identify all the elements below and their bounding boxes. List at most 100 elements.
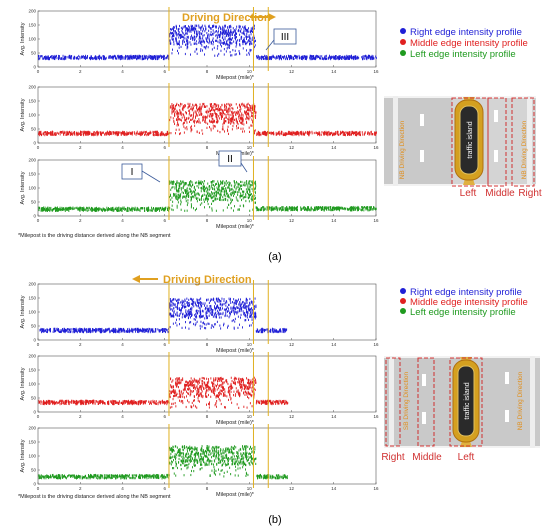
data-point: [363, 209, 365, 212]
data-point: [236, 32, 237, 35]
data-point: [373, 207, 375, 210]
data-point: [255, 180, 256, 183]
data-point: [202, 302, 204, 305]
data-point: [194, 124, 196, 127]
data-point: [245, 35, 247, 38]
data-point: [155, 133, 157, 136]
data-point: [121, 328, 123, 331]
data-point: [196, 120, 198, 123]
data-point: [254, 314, 256, 317]
data-point: [185, 182, 187, 185]
data-point: [222, 198, 224, 202]
data-point: [173, 180, 174, 183]
data-point: [228, 104, 230, 107]
data-point: [155, 330, 156, 333]
data-point: [224, 24, 226, 27]
data-point: [247, 30, 249, 33]
data-point: [232, 118, 234, 121]
data-point: [207, 111, 209, 114]
data-point: [330, 206, 331, 209]
data-point: [136, 57, 137, 60]
data-point: [136, 206, 138, 210]
data-point: [151, 57, 153, 61]
data-point: [176, 102, 178, 105]
data-point: [57, 207, 59, 211]
data-point: [181, 31, 183, 34]
data-point: [183, 184, 185, 187]
data-point: [217, 300, 219, 303]
data-point: [277, 132, 278, 135]
data-point: [182, 39, 184, 42]
data-point: [72, 133, 74, 136]
data-point: [136, 130, 138, 133]
data-point: [58, 54, 59, 58]
data-point: [160, 206, 162, 210]
data-point: [42, 209, 43, 212]
data-point: [167, 206, 169, 209]
data-point: [71, 131, 73, 134]
data-point: [198, 113, 200, 116]
data-point: [80, 130, 82, 133]
data-point: [190, 114, 192, 117]
data-point: [214, 54, 216, 57]
data-point: [217, 40, 219, 43]
data-point: [113, 131, 115, 134]
data-point: [193, 104, 195, 107]
data-point: [245, 117, 247, 121]
data-point: [116, 132, 118, 135]
data-point: [187, 314, 189, 317]
data-point: [182, 123, 184, 126]
data-point: [370, 56, 372, 59]
data-point: [169, 195, 170, 199]
data-point: [245, 29, 247, 32]
data-point: [174, 194, 176, 197]
data-point: [237, 326, 239, 329]
data-point: [246, 37, 247, 40]
data-point: [158, 56, 160, 59]
data-point: [180, 311, 182, 314]
data-point: [182, 180, 184, 183]
data-point: [101, 208, 103, 211]
data-point: [297, 208, 298, 211]
data-point: [64, 330, 65, 333]
data-point: [147, 207, 149, 210]
data-point: [147, 58, 148, 61]
legend-a-marker-0: [400, 28, 406, 34]
data-point: [199, 109, 201, 112]
data-point: [182, 40, 184, 43]
data-point: [160, 56, 162, 59]
data-point: [218, 25, 220, 28]
data-point: [171, 32, 173, 35]
data-point: [206, 126, 208, 129]
data-point: [86, 207, 88, 210]
data-point: [294, 133, 296, 136]
data-point: [190, 312, 191, 316]
data-point: [215, 26, 217, 29]
data-point: [254, 307, 256, 310]
data-point: [300, 208, 302, 211]
data-point: [202, 30, 204, 33]
data-point: [229, 44, 231, 47]
data-point: [207, 191, 209, 194]
x-tick-label: 8: [206, 342, 209, 347]
data-point: [152, 328, 154, 331]
data-point: [291, 208, 293, 211]
data-point: [191, 114, 193, 117]
data-point: [185, 111, 187, 114]
data-point: [176, 189, 177, 192]
data-point: [200, 320, 202, 323]
data-point: [227, 129, 229, 133]
data-point: [241, 188, 242, 191]
data-point: [190, 321, 192, 324]
data-point: [184, 104, 186, 107]
data-point: [79, 327, 81, 331]
data-point: [43, 206, 44, 209]
data-point: [196, 52, 198, 55]
data-point: [221, 304, 223, 307]
data-point: [69, 133, 71, 136]
data-point: [242, 119, 243, 122]
data-point: [127, 330, 128, 333]
data-point: [178, 298, 180, 301]
data-point: [185, 200, 187, 203]
data-point: [170, 182, 172, 185]
